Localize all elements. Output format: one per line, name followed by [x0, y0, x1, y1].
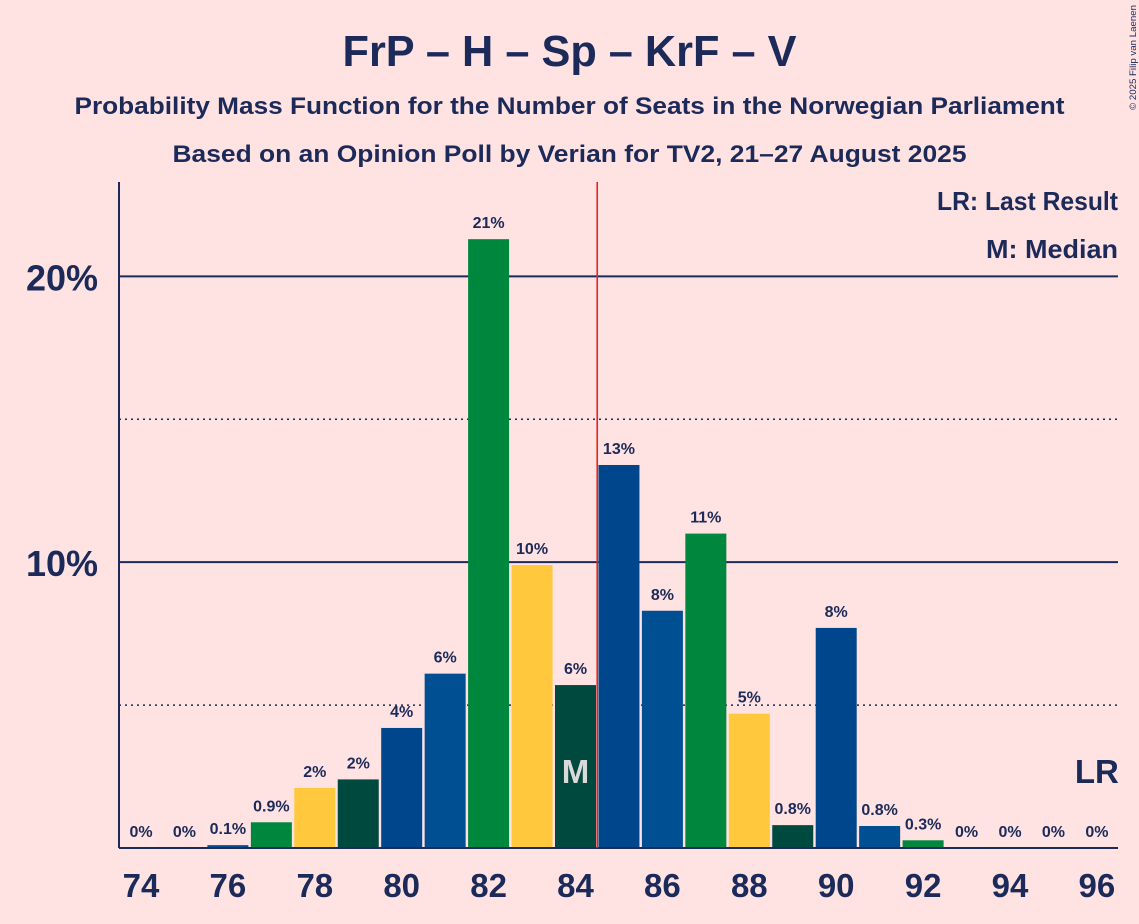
- bar-seat-81: [424, 673, 466, 848]
- x-tick-label-90: 90: [818, 867, 855, 904]
- bar-value-label-88: 5%: [738, 690, 761, 707]
- bar-value-label-83: 10%: [516, 541, 548, 558]
- bar-value-label-96: 0%: [1085, 824, 1108, 841]
- bar-seat-79: [337, 779, 379, 848]
- bar-seat-82: [468, 239, 510, 849]
- bar-value-label-84: 6%: [564, 661, 587, 678]
- y-tick-label-10: 10%: [26, 543, 98, 584]
- bar-value-label-95: 0%: [1042, 824, 1065, 841]
- x-tick-label-86: 86: [644, 867, 681, 904]
- x-tick-label-82: 82: [470, 867, 507, 904]
- bar-value-label-85: 13%: [603, 441, 635, 458]
- x-tick-label-78: 78: [296, 867, 333, 904]
- x-tick-label-84: 84: [557, 867, 594, 904]
- x-tick-label-96: 96: [1079, 867, 1116, 904]
- bar-value-label-80: 4%: [390, 704, 413, 721]
- axes: [118, 182, 1118, 849]
- y-tick-label-20: 20%: [26, 257, 98, 298]
- bar-value-label-87: 11%: [690, 510, 721, 527]
- bar-value-label-81: 6%: [434, 650, 457, 667]
- bar-seat-91: [859, 825, 901, 848]
- bar-value-label-76: 0.1%: [210, 821, 246, 838]
- bar-seat-88: [728, 713, 770, 848]
- bar-value-label-78: 2%: [303, 764, 326, 781]
- bar-value-label-74: 0%: [129, 824, 152, 841]
- x-tick-label-76: 76: [210, 867, 247, 904]
- bars: [207, 239, 944, 849]
- bar-value-label-77: 0.9%: [253, 798, 289, 815]
- chart-subtitle-source: Based on an Opinion Poll by Verian for T…: [173, 141, 967, 168]
- bar-value-label-79: 2%: [347, 755, 370, 772]
- bar-seat-76: [207, 845, 249, 848]
- tick-labels: 20% 10% 74 76 78 80 82 84 86 88 90 92 94 96: [26, 257, 1115, 904]
- copyright-notice: © 2025 Filip van Laenen: [1128, 5, 1139, 110]
- bar-seat-92: [902, 840, 944, 848]
- bar-seat-90: [815, 627, 857, 848]
- bar-value-label-93: 0%: [955, 824, 978, 841]
- bar-seat-85: [598, 464, 640, 848]
- bar-value-label-90: 8%: [825, 604, 848, 621]
- bar-seat-77: [250, 822, 292, 848]
- bar-seat-78: [294, 787, 336, 848]
- bar-seat-80: [381, 727, 423, 848]
- bar-value-labels: 0% 0% 0.1% 0.9% 2% 2% 4% 6% 21% 10% 6% 13% 8% 11% 5% 0.…: [129, 215, 1108, 841]
- bar-value-label-91: 0.8%: [861, 802, 897, 819]
- chart-subtitle: Probability Mass Function for the Number…: [75, 93, 1065, 120]
- bar-seat-87: [685, 533, 727, 848]
- markers: M LR: [562, 753, 1119, 790]
- x-tick-label-94: 94: [992, 867, 1029, 904]
- bar-value-label-86: 8%: [651, 587, 674, 604]
- bar-seat-83: [511, 565, 553, 848]
- legend-median: M: Median: [986, 234, 1118, 264]
- median-marker: M: [562, 753, 590, 790]
- x-tick-label-74: 74: [123, 867, 160, 904]
- bar-seat-89: [772, 825, 814, 848]
- bar-seat-86: [641, 610, 683, 848]
- chart-title: FrP – H – Sp – KrF – V: [343, 27, 798, 76]
- bar-value-label-82: 21%: [473, 215, 505, 232]
- bar-value-label-94: 0%: [998, 824, 1021, 841]
- x-tick-label-88: 88: [731, 867, 768, 904]
- last-result-marker: LR: [1075, 753, 1119, 790]
- bar-value-label-75: 0%: [173, 824, 196, 841]
- bar-value-label-92: 0.3%: [905, 816, 941, 833]
- legend-last-result: LR: Last Result: [937, 186, 1118, 216]
- bar-seat-84: [555, 685, 596, 848]
- x-tick-label-80: 80: [383, 867, 420, 904]
- bar-value-label-89: 0.8%: [775, 801, 811, 818]
- x-tick-label-92: 92: [905, 867, 942, 904]
